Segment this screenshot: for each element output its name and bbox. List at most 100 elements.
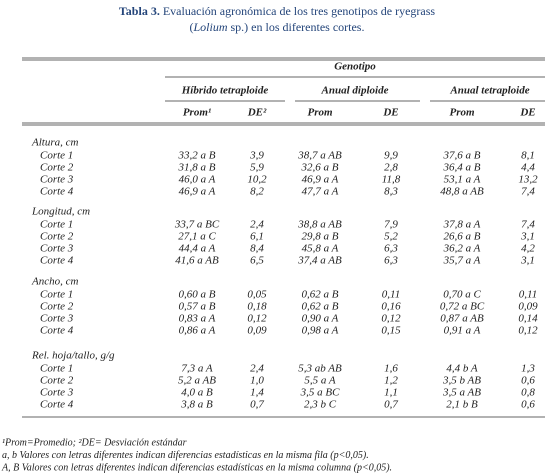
cell: 38,7 a AB: [297, 150, 342, 162]
cell: 46,0 a A: [179, 174, 216, 186]
cell: 0,62 a B: [302, 301, 339, 313]
cell: 0,09: [247, 325, 267, 337]
cell: 1,4: [250, 387, 264, 399]
cell: 0,70 a C: [443, 289, 481, 301]
column-header: DE: [382, 107, 398, 119]
row-label: Corte 1: [40, 363, 73, 375]
cell: 1,0: [250, 375, 264, 387]
section-label: Ancho, cm: [31, 276, 78, 288]
cell: 13,2: [518, 174, 538, 186]
cell: 2,4: [250, 363, 264, 375]
cell: 8,1: [521, 150, 535, 162]
cell: 7,9: [384, 219, 398, 231]
cell: 6,1: [250, 231, 264, 243]
cell: 0,09: [518, 301, 538, 313]
cell: 37,4 a AB: [297, 255, 342, 267]
cell: 9,9: [384, 150, 398, 162]
cell: 0,91 a A: [444, 325, 481, 337]
row-label: Corte 3: [40, 387, 74, 399]
row-label: Corte 4: [40, 186, 74, 198]
cell: 3,1: [520, 255, 535, 267]
cell: 3,8 a B: [180, 399, 213, 411]
cell: 0,83 a A: [179, 313, 216, 325]
title-part: (: [190, 20, 194, 34]
cell: 35,7 a A: [443, 255, 481, 267]
column-header: Prom¹: [183, 107, 211, 119]
cell: 7,4: [521, 186, 535, 198]
cell: 44,4 a A: [179, 243, 216, 255]
cell: 6,5: [250, 255, 264, 267]
title-line-2: (Lolium sp.) en los diferentes cortes.: [190, 20, 365, 34]
cell: 10,2: [247, 174, 267, 186]
column-header: Prom: [307, 107, 333, 119]
title-text: Evaluación agronómica de los tres genoti…: [163, 4, 436, 18]
cell: 37,8 a A: [443, 219, 481, 231]
cell: 0,87 a AB: [440, 313, 484, 325]
cell: 0,7: [250, 399, 264, 411]
cell: 0,60 a B: [179, 289, 216, 301]
column-header: DE: [519, 107, 535, 119]
cell: 5,3 ab AB: [298, 363, 342, 375]
row-label: Corte 3: [40, 313, 74, 325]
row-label: Corte 1: [40, 289, 73, 301]
group-header: Anual tetraploide: [449, 85, 529, 97]
cell: 6,3: [384, 255, 398, 267]
cell: 33,2 a B: [178, 150, 216, 162]
cell: 0,11: [382, 289, 400, 301]
row-label: Corte 3: [40, 243, 74, 255]
cell: 38,8 a AB: [297, 219, 342, 231]
cell: 3,5 b AB: [442, 375, 481, 387]
cell: 0,57 a B: [179, 301, 216, 313]
cell: 26,6 a B: [444, 231, 481, 243]
cell: 0,12: [247, 313, 267, 325]
row-label: Corte 4: [40, 255, 74, 267]
cell: 4,4: [521, 162, 535, 174]
cell: 0,18: [247, 301, 267, 313]
cell: 7,3 a A: [181, 363, 213, 375]
cell: 41,6 a AB: [175, 255, 219, 267]
row-label: Corte 1: [40, 219, 73, 231]
cell: 0,86 a A: [179, 325, 216, 337]
row-label: Corte 2: [40, 301, 74, 313]
cell: 0,6: [521, 399, 535, 411]
cell: 1,6: [384, 363, 398, 375]
cell: 2,1 b B: [446, 399, 478, 411]
section-label: Longitud, cm: [31, 206, 90, 218]
section-label: Altura, cm: [31, 137, 78, 149]
section-label: Rel. hoja/tallo, g/g: [31, 350, 115, 362]
cell: 5,2 a AB: [178, 375, 216, 387]
row-label: Corte 4: [40, 399, 74, 411]
title-line-1: Tabla 3. Evaluación agronómica de los tr…: [119, 4, 436, 18]
cell: 0,7: [384, 399, 398, 411]
cell: 4,2: [521, 243, 535, 255]
cell: 0,12: [518, 325, 538, 337]
column-header: Prom: [449, 107, 475, 119]
cell: 3,1: [520, 231, 535, 243]
cell: 0,16: [381, 301, 401, 313]
cell: 29,8 a B: [302, 231, 339, 243]
cell: 0,6: [521, 375, 535, 387]
row-label: Corte 3: [40, 174, 74, 186]
cell: 11,8: [382, 174, 401, 186]
cell: 0,90 a A: [302, 313, 339, 325]
cell: 1,3: [521, 363, 535, 375]
cell: 7,4: [521, 219, 535, 231]
cell: 46,9 a A: [302, 174, 339, 186]
title-part: sp.) en los diferentes cortes.: [228, 20, 365, 34]
cell: 2,3 b C: [304, 399, 337, 411]
row-label: Corte 4: [40, 325, 74, 337]
cell: 46,9 a A: [179, 186, 216, 198]
cell: 0,8: [521, 387, 535, 399]
cell: 33,7 a BC: [174, 219, 220, 231]
cell: 0,11: [519, 289, 537, 301]
cell: 0,05: [247, 289, 267, 301]
cell: 2,8: [384, 162, 398, 174]
cell: 36,2 a A: [443, 243, 481, 255]
cell: 0,14: [518, 313, 538, 325]
group-header: Híbrido tetraploide: [181, 85, 269, 97]
cell: 6,3: [384, 243, 398, 255]
cell: 5,9: [250, 162, 264, 174]
cell: 0,15: [381, 325, 401, 337]
cell: 32,6 a B: [301, 162, 339, 174]
cell: 0,12: [381, 313, 401, 325]
